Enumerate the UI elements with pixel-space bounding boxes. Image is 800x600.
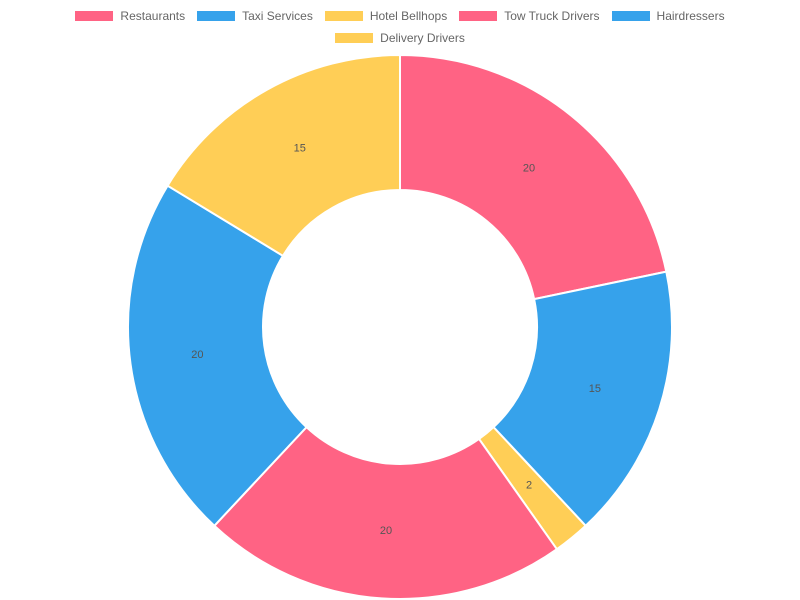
legend-swatch-restaurants: [75, 11, 114, 21]
legend-item-hotel-bellhops[interactable]: Hotel Bellhops: [324, 8, 448, 24]
data-label-delivery-drivers: 15: [294, 143, 306, 155]
legend-item-tow-truck-drivers[interactable]: Tow Truck Drivers: [459, 8, 600, 24]
data-label-hairdressers: 20: [191, 349, 203, 361]
slice-delivery-drivers[interactable]: [166, 53, 401, 258]
data-label-restaurants: 20: [523, 162, 535, 174]
legend-label-delivery-drivers: Delivery Drivers: [380, 31, 465, 45]
legend-item-taxi-services[interactable]: Taxi Services: [197, 8, 313, 24]
legend-label-tow-truck-drivers: Tow Truck Drivers: [504, 9, 600, 23]
data-label-hotel-bellhops: 2: [526, 480, 532, 492]
data-label-tow-truck-drivers: 20: [380, 525, 392, 537]
legend-label-taxi-services: Taxi Services: [242, 9, 313, 23]
legend-label-hairdressers: Hairdressers: [656, 9, 725, 23]
legend-item-restaurants[interactable]: Restaurants: [75, 8, 185, 24]
legend-item-delivery-drivers[interactable]: Delivery Drivers: [335, 30, 465, 46]
slice-taxi-services[interactable]: [492, 270, 673, 528]
legend-swatch-hairdressers: [611, 11, 650, 21]
legend-row-1: Restaurants Taxi Services Hotel Bellhops…: [0, 8, 800, 24]
data-label-taxi-services: 15: [589, 383, 601, 395]
legend-swatch-hotel-bellhops: [324, 11, 363, 21]
legend-row-2: Delivery Drivers: [0, 30, 800, 46]
slice-restaurants[interactable]: [399, 53, 668, 301]
slice-hairdressers[interactable]: [127, 184, 308, 528]
legend-item-hairdressers[interactable]: Hairdressers: [611, 8, 725, 24]
legend-swatch-taxi-services: [197, 11, 236, 21]
legend-label-restaurants: Restaurants: [120, 9, 186, 23]
legend-label-hotel-bellhops: Hotel Bellhops: [369, 9, 448, 23]
legend-swatch-tow-truck-drivers: [459, 11, 498, 21]
legend-swatch-delivery-drivers: [335, 33, 374, 43]
slice-tow-truck-drivers[interactable]: [212, 425, 559, 600]
